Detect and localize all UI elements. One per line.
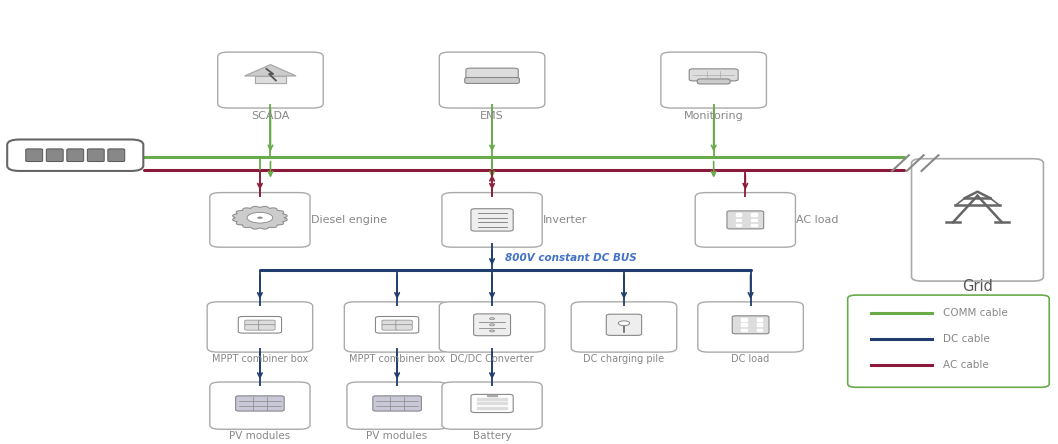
Polygon shape — [742, 318, 747, 321]
Text: COMM cable: COMM cable — [943, 308, 1007, 317]
FancyBboxPatch shape — [218, 52, 324, 108]
Text: DC load: DC load — [731, 354, 770, 364]
FancyBboxPatch shape — [382, 320, 399, 325]
FancyBboxPatch shape — [439, 302, 545, 352]
Text: PV modules: PV modules — [366, 431, 427, 441]
FancyBboxPatch shape — [732, 316, 769, 334]
FancyBboxPatch shape — [442, 382, 542, 429]
Polygon shape — [756, 323, 762, 325]
FancyBboxPatch shape — [439, 52, 545, 108]
FancyBboxPatch shape — [442, 193, 542, 247]
Polygon shape — [477, 397, 507, 400]
Text: DC charging pile: DC charging pile — [583, 354, 664, 364]
FancyBboxPatch shape — [847, 295, 1050, 387]
Circle shape — [490, 330, 494, 332]
FancyBboxPatch shape — [372, 396, 421, 411]
Polygon shape — [736, 214, 742, 216]
FancyBboxPatch shape — [466, 68, 518, 79]
FancyBboxPatch shape — [571, 302, 677, 352]
FancyBboxPatch shape — [47, 149, 63, 162]
Polygon shape — [751, 224, 756, 226]
FancyBboxPatch shape — [396, 320, 413, 325]
FancyBboxPatch shape — [209, 382, 310, 429]
Text: 800V constant DC BUS: 800V constant DC BUS — [506, 253, 637, 263]
Circle shape — [248, 212, 273, 223]
FancyBboxPatch shape — [244, 320, 261, 325]
Circle shape — [618, 321, 630, 325]
FancyBboxPatch shape — [474, 314, 511, 336]
FancyBboxPatch shape — [382, 325, 399, 330]
Text: Monitoring: Monitoring — [683, 111, 744, 121]
FancyBboxPatch shape — [7, 139, 143, 171]
Text: MPPT combiner box: MPPT combiner box — [349, 354, 445, 364]
FancyBboxPatch shape — [25, 149, 42, 162]
Polygon shape — [742, 329, 747, 331]
FancyBboxPatch shape — [258, 320, 275, 325]
Text: EMS: EMS — [480, 111, 504, 121]
FancyBboxPatch shape — [464, 78, 519, 83]
Polygon shape — [756, 318, 762, 321]
FancyBboxPatch shape — [244, 325, 261, 330]
Polygon shape — [477, 408, 507, 409]
Text: Diesel engine: Diesel engine — [311, 215, 386, 225]
FancyBboxPatch shape — [347, 382, 448, 429]
FancyBboxPatch shape — [67, 149, 84, 162]
Text: PV modules: PV modules — [230, 431, 291, 441]
FancyBboxPatch shape — [698, 302, 803, 352]
Text: Grid: Grid — [962, 279, 992, 294]
FancyBboxPatch shape — [236, 396, 285, 411]
FancyBboxPatch shape — [344, 302, 450, 352]
Polygon shape — [751, 214, 756, 216]
FancyBboxPatch shape — [209, 193, 310, 247]
Circle shape — [257, 217, 262, 219]
FancyBboxPatch shape — [396, 325, 413, 330]
Polygon shape — [245, 65, 296, 76]
Text: DC/DC Converter: DC/DC Converter — [451, 354, 534, 364]
FancyBboxPatch shape — [697, 79, 730, 84]
FancyBboxPatch shape — [695, 193, 796, 247]
FancyBboxPatch shape — [238, 317, 281, 333]
Polygon shape — [742, 323, 747, 325]
Circle shape — [490, 324, 494, 326]
Text: AC load: AC load — [796, 215, 839, 225]
FancyBboxPatch shape — [471, 209, 513, 231]
FancyBboxPatch shape — [912, 159, 1043, 281]
Polygon shape — [736, 218, 742, 221]
Text: SCADA: SCADA — [252, 111, 290, 121]
Polygon shape — [756, 329, 762, 331]
Text: MPPT combiner box: MPPT combiner box — [212, 354, 308, 364]
Text: Inverter: Inverter — [543, 215, 587, 225]
Text: DC cable: DC cable — [943, 334, 989, 344]
FancyBboxPatch shape — [689, 69, 738, 81]
Polygon shape — [477, 402, 507, 404]
Polygon shape — [487, 395, 497, 396]
FancyBboxPatch shape — [376, 317, 419, 333]
Polygon shape — [233, 206, 287, 229]
Text: Battery: Battery — [473, 431, 511, 441]
FancyBboxPatch shape — [258, 325, 275, 330]
Polygon shape — [736, 224, 742, 226]
Text: AC cable: AC cable — [943, 360, 988, 370]
FancyBboxPatch shape — [727, 211, 764, 229]
FancyBboxPatch shape — [207, 302, 313, 352]
FancyBboxPatch shape — [471, 394, 513, 412]
FancyBboxPatch shape — [108, 149, 125, 162]
FancyBboxPatch shape — [661, 52, 766, 108]
FancyBboxPatch shape — [88, 149, 105, 162]
Polygon shape — [255, 76, 286, 83]
Polygon shape — [751, 218, 756, 221]
FancyBboxPatch shape — [606, 314, 641, 335]
Circle shape — [490, 317, 494, 320]
